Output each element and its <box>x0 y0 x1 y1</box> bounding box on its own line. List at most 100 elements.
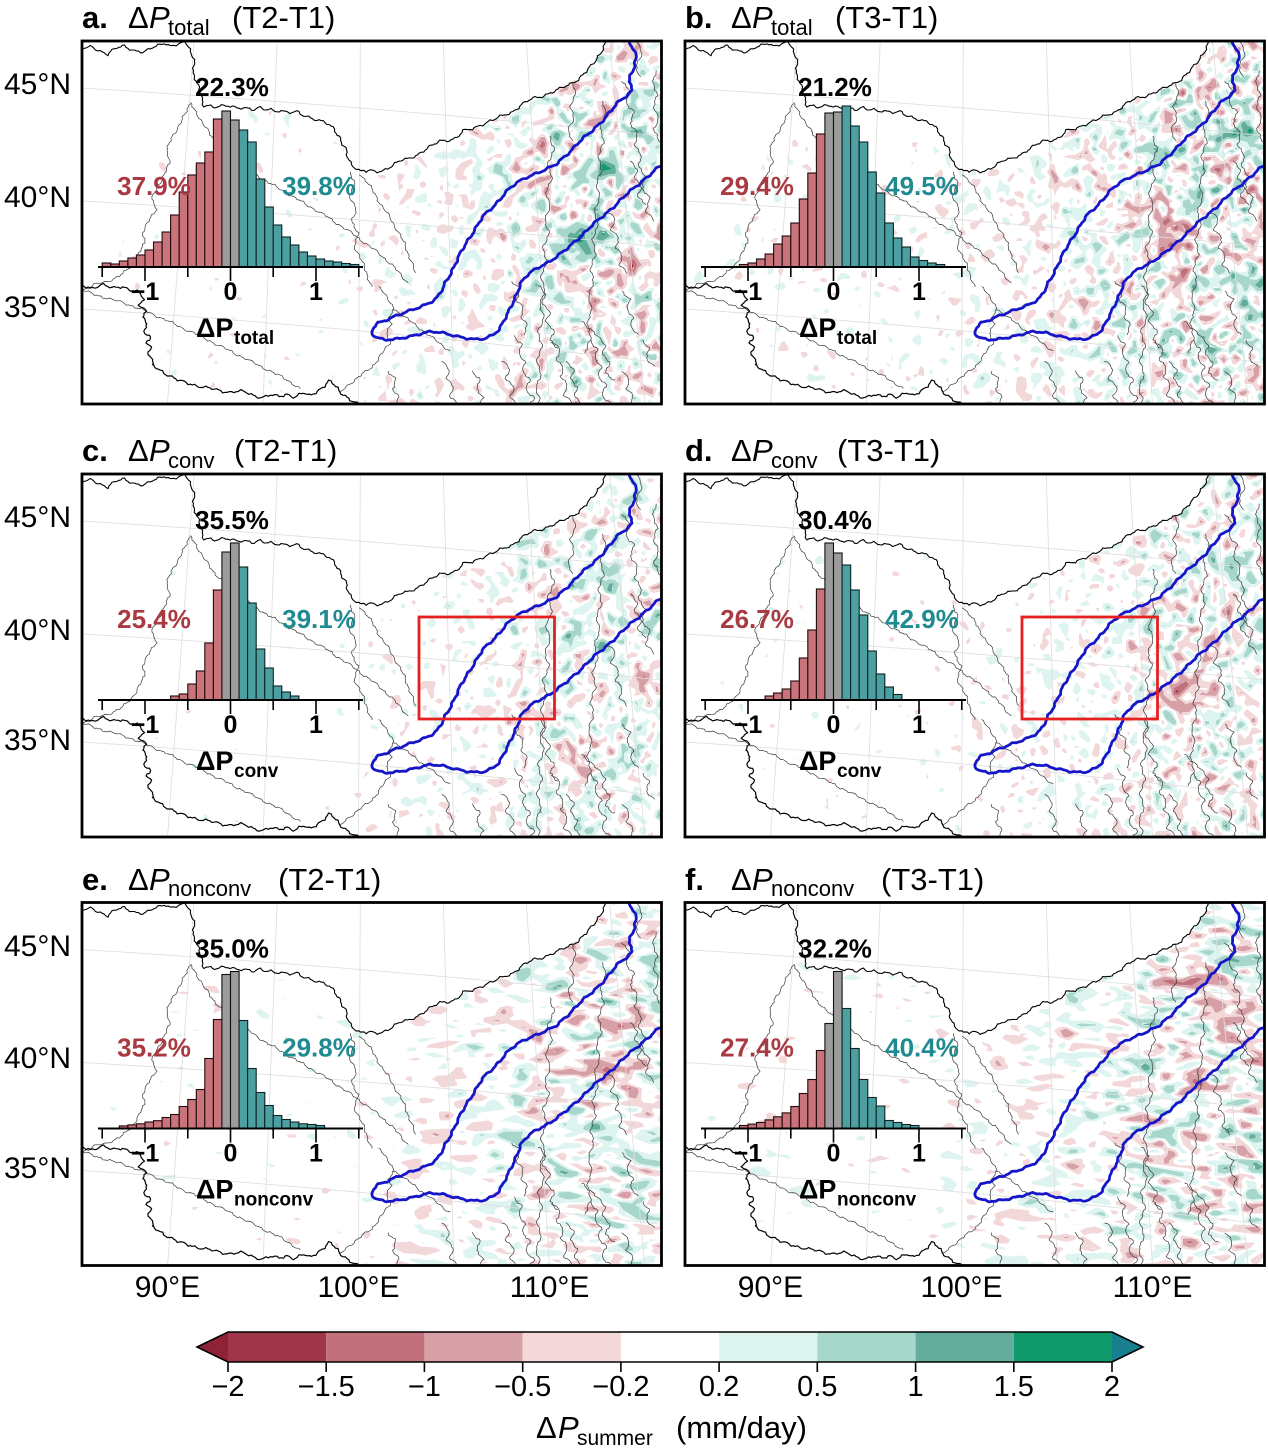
svg-text:35°N: 35°N <box>4 1152 71 1185</box>
svg-text:−1: −1 <box>734 278 763 306</box>
svg-text:49.5%: 49.5% <box>885 171 959 201</box>
svg-text:(T3-T1): (T3-T1) <box>837 433 940 468</box>
svg-text:conv: conv <box>837 761 882 782</box>
svg-text:total: total <box>771 15 813 40</box>
svg-text:ΔP: ΔP <box>196 313 233 343</box>
svg-text:Δ: Δ <box>731 862 752 897</box>
svg-text:Δ: Δ <box>128 862 149 897</box>
svg-text:1: 1 <box>912 1140 926 1168</box>
svg-text:40°N: 40°N <box>4 181 71 214</box>
svg-text:37.9%: 37.9% <box>117 171 191 201</box>
svg-text:0.2: 0.2 <box>699 1371 739 1403</box>
svg-text:(mm/day): (mm/day) <box>676 1410 807 1445</box>
svg-text:110°E: 110°E <box>1113 1271 1193 1304</box>
svg-text:conv: conv <box>234 761 279 782</box>
svg-text:P: P <box>149 433 170 468</box>
svg-text:Δ: Δ <box>536 1410 557 1445</box>
svg-text:ΔP: ΔP <box>799 746 836 776</box>
svg-text:f.: f. <box>685 862 704 897</box>
svg-text:1: 1 <box>309 278 323 306</box>
svg-text:90°E: 90°E <box>738 1271 803 1304</box>
svg-text:30.4%: 30.4% <box>798 505 872 535</box>
svg-text:a.: a. <box>82 0 108 35</box>
svg-text:summer: summer <box>577 1427 653 1450</box>
svg-text:100°E: 100°E <box>317 1271 399 1304</box>
svg-text:P: P <box>752 862 773 897</box>
svg-text:0: 0 <box>224 278 238 306</box>
svg-text:0: 0 <box>224 1140 238 1168</box>
svg-text:Δ: Δ <box>128 433 149 468</box>
svg-text:29.8%: 29.8% <box>282 1033 356 1063</box>
svg-text:(T3-T1): (T3-T1) <box>835 0 938 35</box>
svg-text:0: 0 <box>827 1140 841 1168</box>
svg-text:Δ: Δ <box>731 0 752 35</box>
svg-text:nonconv: nonconv <box>168 876 251 901</box>
svg-text:21.2%: 21.2% <box>798 72 872 102</box>
svg-text:−1: −1 <box>131 1140 160 1168</box>
svg-text:45°N: 45°N <box>4 501 71 534</box>
svg-text:conv: conv <box>168 448 214 473</box>
svg-text:0: 0 <box>224 711 238 739</box>
svg-text:35.2%: 35.2% <box>117 1033 191 1063</box>
svg-text:Δ: Δ <box>731 433 752 468</box>
svg-text:−2: −2 <box>211 1371 244 1403</box>
svg-text:ΔP: ΔP <box>799 1175 836 1205</box>
svg-text:1: 1 <box>912 278 926 306</box>
svg-text:c.: c. <box>82 433 108 468</box>
svg-text:nonconv: nonconv <box>234 1190 314 1211</box>
svg-text:(T2-T1): (T2-T1) <box>232 0 335 35</box>
svg-text:1: 1 <box>912 711 926 739</box>
svg-text:−1: −1 <box>734 711 763 739</box>
svg-text:90°E: 90°E <box>135 1271 200 1304</box>
svg-text:25.4%: 25.4% <box>117 604 191 634</box>
svg-text:−0.2: −0.2 <box>592 1371 649 1403</box>
svg-text:total: total <box>234 328 274 349</box>
svg-text:P: P <box>149 0 170 35</box>
svg-text:e.: e. <box>82 862 108 897</box>
svg-text:1: 1 <box>908 1371 924 1403</box>
svg-text:P: P <box>558 1410 579 1445</box>
svg-text:110°E: 110°E <box>510 1271 590 1304</box>
svg-text:35°N: 35°N <box>4 724 71 757</box>
svg-text:32.2%: 32.2% <box>798 934 872 964</box>
svg-text:45°N: 45°N <box>4 930 71 963</box>
svg-text:P: P <box>752 0 773 35</box>
svg-text:ΔP: ΔP <box>799 313 836 343</box>
svg-text:total: total <box>168 15 210 40</box>
svg-text:0: 0 <box>827 711 841 739</box>
svg-text:29.4%: 29.4% <box>720 171 794 201</box>
svg-text:2: 2 <box>1104 1371 1120 1403</box>
svg-text:nonconv: nonconv <box>771 876 854 901</box>
svg-text:nonconv: nonconv <box>837 1190 917 1211</box>
svg-text:1: 1 <box>309 711 323 739</box>
svg-text:−1.5: −1.5 <box>298 1371 355 1403</box>
svg-text:(T3-T1): (T3-T1) <box>881 862 984 897</box>
svg-text:(T2-T1): (T2-T1) <box>234 433 337 468</box>
svg-text:d.: d. <box>685 433 713 468</box>
svg-text:35.5%: 35.5% <box>195 505 269 535</box>
svg-text:(T2-T1): (T2-T1) <box>278 862 381 897</box>
svg-text:ΔP: ΔP <box>196 1175 233 1205</box>
svg-text:0: 0 <box>827 278 841 306</box>
svg-text:1.5: 1.5 <box>994 1371 1034 1403</box>
svg-text:40.4%: 40.4% <box>885 1033 959 1063</box>
svg-text:1: 1 <box>309 1140 323 1168</box>
svg-text:39.8%: 39.8% <box>282 171 356 201</box>
svg-text:P: P <box>149 862 170 897</box>
svg-text:Δ: Δ <box>128 0 149 35</box>
svg-text:−0.5: −0.5 <box>494 1371 551 1403</box>
svg-text:35°N: 35°N <box>4 291 71 324</box>
svg-text:39.1%: 39.1% <box>282 604 356 634</box>
svg-text:45°N: 45°N <box>4 68 71 101</box>
svg-text:ΔP: ΔP <box>196 746 233 776</box>
svg-text:40°N: 40°N <box>4 1042 71 1075</box>
svg-text:22.3%: 22.3% <box>195 72 269 102</box>
svg-text:42.9%: 42.9% <box>885 604 959 634</box>
svg-text:P: P <box>752 433 773 468</box>
svg-text:0.5: 0.5 <box>797 1371 837 1403</box>
svg-text:−1: −1 <box>408 1371 441 1403</box>
svg-text:−1: −1 <box>131 711 160 739</box>
svg-text:26.7%: 26.7% <box>720 604 794 634</box>
svg-text:35.0%: 35.0% <box>195 934 269 964</box>
svg-text:100°E: 100°E <box>920 1271 1002 1304</box>
